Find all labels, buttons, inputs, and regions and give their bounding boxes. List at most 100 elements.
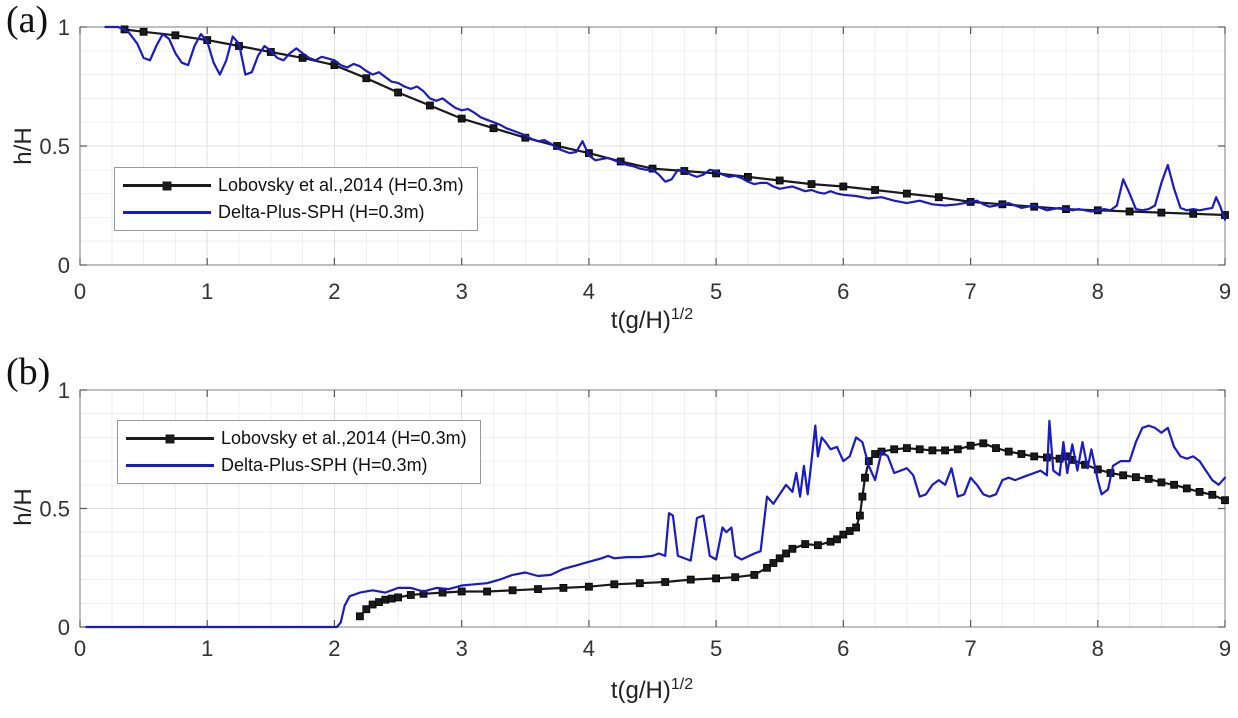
x-tick-label: 0 bbox=[74, 279, 86, 304]
square-marker bbox=[425, 101, 434, 110]
square-marker bbox=[394, 593, 403, 602]
square-marker bbox=[1030, 452, 1039, 461]
square-marker bbox=[801, 540, 810, 549]
legend-a: Lobovsky et al.,2014 (H=0.3m) Delta-Plus… bbox=[114, 167, 478, 231]
square-marker bbox=[368, 600, 377, 609]
square-marker bbox=[1004, 447, 1013, 456]
x-tick-label: 0 bbox=[74, 636, 86, 661]
y-tick-label: 0 bbox=[58, 253, 70, 278]
legend-a-entry-lobovsky: Lobovsky et al.,2014 (H=0.3m) bbox=[123, 172, 469, 199]
chart-a-canvas: 0 1 2 3 4 5 6 7 8 9 0 0.5 1 bbox=[39, 15, 1231, 304]
square-marker bbox=[559, 583, 568, 592]
square-marker bbox=[362, 74, 371, 83]
square-marker bbox=[750, 570, 759, 579]
square-marker bbox=[814, 541, 822, 550]
square-marker bbox=[508, 586, 517, 595]
square-marker bbox=[1017, 450, 1026, 458]
x-tick-label: 3 bbox=[456, 279, 468, 304]
square-marker-icon bbox=[165, 434, 175, 443]
square-marker bbox=[457, 114, 466, 123]
chart-b-canvas: 0 1 2 3 4 5 6 7 8 9 0 0.5 1 bbox=[39, 378, 1231, 661]
square-marker bbox=[928, 446, 937, 455]
x-tick-label: 5 bbox=[710, 636, 722, 661]
square-marker bbox=[775, 554, 784, 563]
square-marker bbox=[852, 523, 860, 532]
square-marker bbox=[731, 573, 740, 582]
square-marker bbox=[1189, 209, 1198, 218]
x-tick-label: 9 bbox=[1219, 279, 1231, 304]
square-marker bbox=[858, 492, 867, 501]
square-marker bbox=[489, 124, 498, 133]
x-tick-label: 5 bbox=[710, 279, 722, 304]
square-marker bbox=[648, 164, 657, 173]
square-marker bbox=[1157, 478, 1166, 487]
square-marker bbox=[979, 439, 988, 448]
legend-a-label-sph: Delta-Plus-SPH (H=0.3m) bbox=[218, 202, 425, 222]
legend-a-label-lobovsky: Lobovsky et al.,2014 (H=0.3m) bbox=[218, 175, 464, 195]
square-marker bbox=[1195, 487, 1204, 496]
x-axis-label-b-base: t(g/H) bbox=[610, 677, 671, 704]
y-tick-label: 0.5 bbox=[39, 134, 70, 159]
square-marker bbox=[788, 544, 797, 553]
y-axis-label-b: h/H bbox=[10, 488, 37, 526]
x-tick-label: 9 bbox=[1219, 636, 1231, 661]
square-marker bbox=[381, 595, 390, 604]
legend-b: Lobovsky et al.,2014 (H=0.3m) Delta-Plus… bbox=[117, 420, 481, 484]
square-marker bbox=[362, 605, 371, 614]
square-marker bbox=[833, 535, 841, 544]
square-marker bbox=[953, 445, 962, 454]
square-marker bbox=[871, 450, 879, 458]
square-marker bbox=[1119, 471, 1128, 480]
square-marker bbox=[845, 527, 854, 535]
square-marker bbox=[782, 549, 790, 558]
black-line-square-marker-sample bbox=[126, 425, 214, 452]
square-marker-icon bbox=[162, 181, 172, 190]
x-tick-label: 7 bbox=[964, 636, 976, 661]
y-axis-label-a: h/H bbox=[10, 127, 37, 165]
square-marker bbox=[394, 88, 403, 97]
square-marker bbox=[419, 589, 428, 598]
square-marker bbox=[457, 587, 466, 596]
square-marker bbox=[992, 444, 1000, 452]
square-marker bbox=[387, 594, 396, 603]
series-line-delta-plus-sph bbox=[85, 419, 1227, 629]
square-marker bbox=[1157, 208, 1166, 217]
square-marker bbox=[534, 585, 542, 594]
black-line-square-marker-sample bbox=[123, 172, 211, 199]
square-marker bbox=[1132, 473, 1140, 482]
x-tick-label: 1 bbox=[201, 279, 213, 304]
square-marker bbox=[610, 580, 619, 589]
square-marker bbox=[1170, 480, 1178, 489]
square-marker bbox=[915, 445, 924, 454]
square-marker bbox=[1093, 465, 1102, 474]
square-marker bbox=[826, 537, 835, 546]
square-marker bbox=[139, 27, 148, 36]
square-marker bbox=[1125, 207, 1134, 216]
y-tick-label: 1 bbox=[58, 378, 70, 403]
square-marker bbox=[763, 563, 771, 572]
legend-b-entry-sph: Delta-Plus-SPH (H=0.3m) bbox=[126, 452, 472, 479]
square-marker bbox=[1221, 496, 1229, 505]
square-marker bbox=[483, 587, 492, 596]
x-tick-label: 4 bbox=[583, 279, 595, 304]
square-marker bbox=[941, 446, 949, 455]
square-marker bbox=[903, 444, 911, 452]
square-marker bbox=[1144, 475, 1153, 483]
square-marker bbox=[171, 31, 180, 40]
square-marker bbox=[686, 575, 695, 584]
square-marker bbox=[871, 186, 879, 194]
square-marker bbox=[355, 612, 364, 621]
legend-b-label-sph: Delta-Plus-SPH (H=0.3m) bbox=[221, 455, 428, 475]
y-tick-label: 0.5 bbox=[39, 497, 70, 522]
x-tick-label: 8 bbox=[1092, 636, 1104, 661]
x-tick-label: 7 bbox=[964, 279, 976, 304]
square-marker bbox=[744, 172, 752, 181]
x-axis-label-b-exponent: 1/2 bbox=[670, 676, 694, 693]
square-marker bbox=[839, 530, 848, 539]
square-marker bbox=[903, 189, 911, 198]
square-marker bbox=[406, 591, 415, 599]
square-marker bbox=[1208, 490, 1217, 499]
square-marker bbox=[775, 176, 784, 185]
x-axis-label-a: t(g/H)1/2 bbox=[502, 306, 802, 335]
